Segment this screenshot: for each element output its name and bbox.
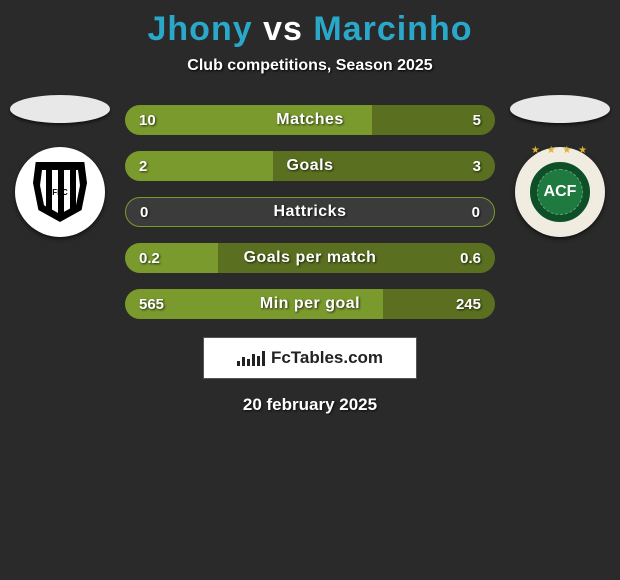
stat-label: Hattricks [126, 198, 494, 226]
stat-row: Goals per match0.20.6 [125, 243, 495, 273]
date-line: 20 february 2025 [0, 395, 620, 415]
left-badge-column: FFC [10, 95, 110, 237]
player2-name: Marcinho [313, 10, 472, 48]
stat-value-left: 0 [140, 198, 148, 226]
stat-bar-right [383, 289, 495, 319]
left-club-crest: FFC [15, 147, 105, 237]
stat-row: Min per goal565245 [125, 289, 495, 319]
stat-bar-right [372, 105, 495, 135]
stat-bar-left [125, 289, 383, 319]
figueirense-shield-icon: FFC [33, 162, 87, 222]
stat-bar-left [125, 243, 218, 273]
stat-bar-right [273, 151, 495, 181]
stat-value-right: 0 [472, 198, 480, 226]
vs-text: vs [263, 10, 303, 48]
brand-box: FcTables.com [203, 337, 417, 379]
brand-chart-icon [237, 350, 265, 366]
crest-left-text: FFC [40, 170, 80, 214]
stat-row: Goals23 [125, 151, 495, 181]
stat-bar-right [218, 243, 496, 273]
right-badge-column: ★ ★ ★ ★ ACF [510, 95, 610, 237]
stat-row: Matches105 [125, 105, 495, 135]
right-club-crest: ★ ★ ★ ★ ACF [515, 147, 605, 237]
comparison-content: FFC ★ ★ ★ ★ ACF Matches105 Goals23 Hattric… [0, 105, 620, 415]
page-title: Jhony vs Marcinho [0, 0, 620, 49]
subtitle: Club competitions, Season 2025 [0, 57, 620, 75]
crest-right-text: ACF [544, 183, 577, 201]
left-flag-icon [10, 95, 110, 123]
stat-row: Hattricks0 0 [125, 197, 495, 227]
chapecoense-shield-icon: ACF [530, 162, 590, 222]
stat-rows: Matches105 Goals23 Hattricks0 0 Goals per ma… [125, 105, 495, 319]
stat-bar-left [125, 151, 273, 181]
stat-bar-left [125, 105, 372, 135]
brand-text: FcTables.com [271, 348, 383, 368]
crest-stars-icon: ★ ★ ★ ★ [531, 145, 589, 156]
right-flag-icon [510, 95, 610, 123]
player1-name: Jhony [148, 10, 253, 48]
